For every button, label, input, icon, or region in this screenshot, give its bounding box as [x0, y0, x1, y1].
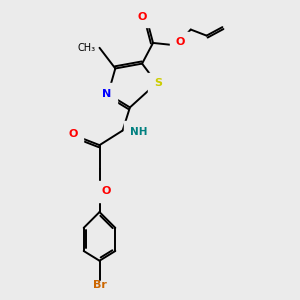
Text: S: S [154, 78, 162, 88]
Text: NH: NH [130, 127, 147, 137]
Text: CH₃: CH₃ [77, 43, 95, 53]
Text: O: O [175, 38, 184, 47]
Text: Br: Br [93, 280, 106, 290]
Text: N: N [102, 89, 111, 99]
Text: O: O [68, 129, 78, 139]
Text: O: O [102, 186, 111, 197]
Text: O: O [138, 12, 147, 22]
